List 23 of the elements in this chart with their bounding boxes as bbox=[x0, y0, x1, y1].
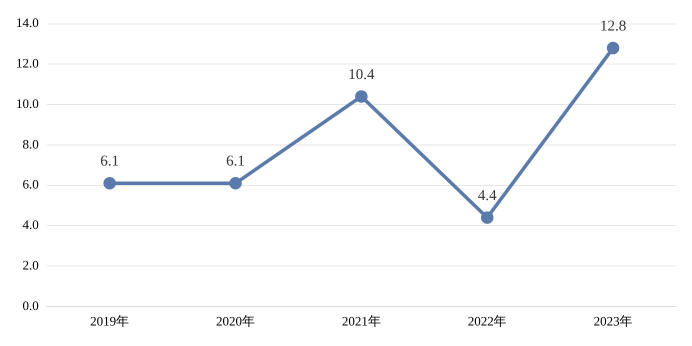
point bbox=[103, 177, 116, 190]
y-tick-label: 10.0 bbox=[16, 96, 39, 111]
data-label: 6.1 bbox=[100, 154, 120, 170]
x-tick-label: 2021年 bbox=[342, 314, 381, 329]
x-tick-label: 2019年 bbox=[90, 314, 130, 329]
point bbox=[229, 177, 242, 190]
x-tick-label: 2020年 bbox=[216, 314, 256, 329]
x-tick-label: 2022年 bbox=[468, 314, 507, 329]
point bbox=[355, 90, 368, 103]
y-tick-label: 6.0 bbox=[22, 176, 39, 192]
y-tick-label: 14.0 bbox=[16, 15, 39, 30]
point bbox=[480, 211, 494, 224]
y-tick-label: 12.0 bbox=[16, 56, 39, 71]
x-tick-label: 2023年 bbox=[594, 314, 633, 329]
data-label: 10.4 bbox=[348, 66, 375, 83]
point bbox=[606, 42, 620, 54]
data-label: 4.4 bbox=[478, 188, 498, 204]
y-tick-label: 2.0 bbox=[22, 257, 39, 272]
y-tick-label: 0.0 bbox=[22, 298, 39, 313]
y-tick-label: 4.0 bbox=[22, 217, 39, 232]
y-tick-label: 8.0 bbox=[22, 136, 39, 152]
data-label: 12.8 bbox=[600, 18, 626, 34]
data-label: 6.1 bbox=[226, 154, 245, 170]
